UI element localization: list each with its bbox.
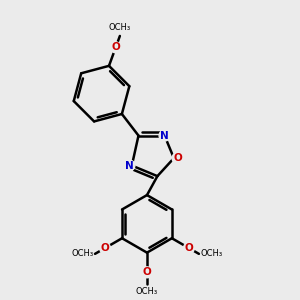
Circle shape [184, 243, 194, 254]
Text: O: O [173, 153, 182, 163]
Text: N: N [160, 130, 169, 141]
Text: OCH₃: OCH₃ [136, 287, 158, 296]
Text: O: O [184, 243, 193, 253]
Circle shape [100, 243, 110, 254]
Circle shape [172, 153, 183, 164]
Text: N: N [125, 160, 134, 171]
Text: O: O [142, 267, 151, 277]
Text: O: O [100, 243, 109, 253]
Text: OCH₃: OCH₃ [200, 249, 223, 258]
Text: OCH₃: OCH₃ [109, 23, 131, 32]
Circle shape [159, 130, 170, 141]
Text: OCH₃: OCH₃ [71, 249, 94, 258]
Circle shape [124, 160, 135, 171]
Circle shape [110, 42, 121, 53]
Text: O: O [111, 42, 120, 52]
Circle shape [142, 267, 152, 278]
